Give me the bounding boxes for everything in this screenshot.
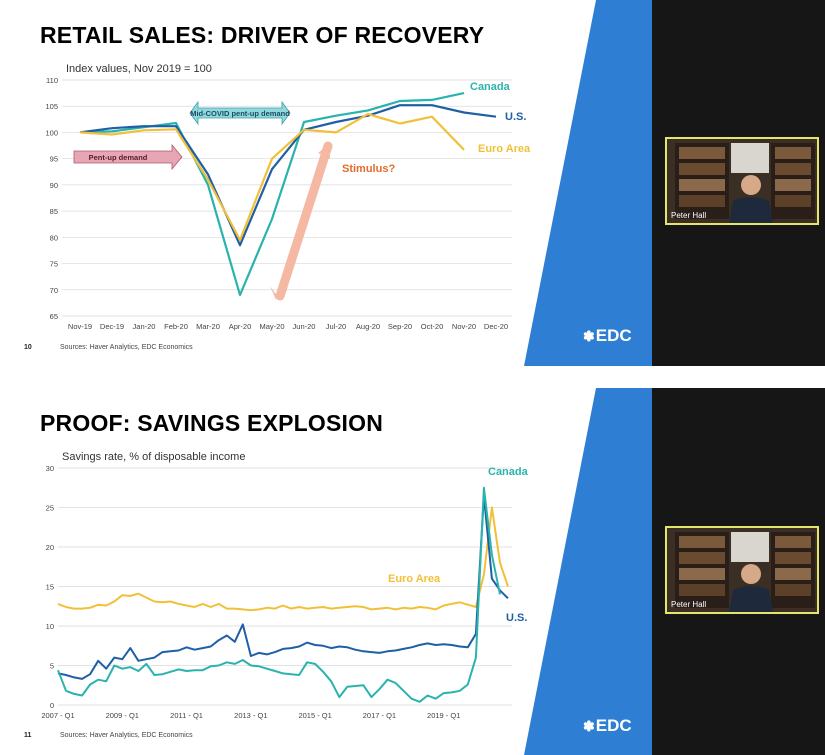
maple-leaf-icon: ✽ <box>583 328 595 344</box>
x-tick-label: Dec-19 <box>100 322 124 331</box>
x-tick-label: Aug-20 <box>356 322 380 331</box>
y-tick-label: 15 <box>46 583 54 592</box>
series-label-canada: Canada <box>488 466 529 478</box>
y-tick-label: 65 <box>50 312 58 321</box>
series-label-u-s: U.S. <box>505 111 526 123</box>
chart-subtitle: Index values, Nov 2019 = 100 <box>66 63 212 75</box>
y-tick-label: 25 <box>46 504 54 513</box>
webcam-bookshelf-image <box>667 528 817 612</box>
maple-leaf-icon: ✽ <box>583 718 595 734</box>
slide-retail-sales: RETAIL SALES: DRIVER OF RECOVERY Index v… <box>0 0 825 366</box>
x-tick-label: Nov-19 <box>68 322 92 331</box>
x-tick-label: 2011 - Q1 <box>170 711 203 720</box>
series-line-u-s <box>57 494 509 680</box>
y-tick-label: 0 <box>50 701 54 710</box>
y-tick-label: 110 <box>46 76 58 85</box>
webcam-video-tile[interactable]: Peter Hall <box>665 526 819 614</box>
x-tick-label: Jan-20 <box>133 322 156 331</box>
series-line-euro-area <box>57 506 509 612</box>
y-tick-label: 95 <box>50 155 58 164</box>
series-label-canada: Canada <box>470 81 511 93</box>
x-tick-label: Jul-20 <box>326 322 346 331</box>
series-line-euro-area <box>79 113 465 242</box>
x-tick-label: 2013 - Q1 <box>234 711 267 720</box>
y-tick-label: 100 <box>45 128 58 137</box>
slide-title: PROOF: SAVINGS EXPLOSION <box>40 410 384 436</box>
y-tick-label: 30 <box>46 464 54 473</box>
x-tick-label: 2019 - Q1 <box>427 711 460 720</box>
series-line-canada <box>79 92 465 297</box>
source-note: Sources: Haver Analytics, EDC Economics <box>60 732 193 739</box>
page-number: 11 <box>24 732 32 739</box>
webcam-video-tile[interactable]: Peter Hall <box>665 137 819 225</box>
y-tick-label: 80 <box>50 233 58 242</box>
y-tick-label: 75 <box>50 260 58 269</box>
webcam-participant-name: Peter Hall <box>671 600 707 609</box>
source-note: Sources: Haver Analytics, EDC Economics <box>60 344 193 351</box>
series-line-u-s <box>79 104 497 247</box>
pent-up-label: Pent-up demand <box>89 153 148 162</box>
savings-rate-chart: Savings rate, % of disposable income 0 5 10… <box>41 451 529 720</box>
retail-sales-chart: Index values, Nov 2019 = 100 65 70 75 80 85 90… <box>45 63 531 331</box>
y-tick-label: 90 <box>50 181 58 190</box>
x-tick-label: Dec-20 <box>484 322 508 331</box>
webcam-bookshelf-image <box>667 139 817 223</box>
x-tick-label: Jun-20 <box>293 322 316 331</box>
x-tick-label: 2009 - Q1 <box>106 711 139 720</box>
edc-logo-text: EDC <box>595 716 632 735</box>
page-number: 10 <box>24 344 32 351</box>
blue-accent-band <box>524 0 652 366</box>
edc-logo: ✽EDC <box>583 716 632 736</box>
x-tick-label: Apr-20 <box>229 322 252 331</box>
blue-accent-band <box>524 388 652 755</box>
series-label-u-s: U.S. <box>506 612 527 624</box>
y-tick-label: 70 <box>50 286 58 295</box>
x-tick-label: 2017 - Q1 <box>363 711 396 720</box>
x-tick-label: Oct-20 <box>421 322 444 331</box>
edc-logo: ✽EDC <box>583 326 632 346</box>
mid-covid-label: Mid-COVID pent-up demand <box>190 109 290 118</box>
x-tick-label: Feb-20 <box>164 322 188 331</box>
slide-savings: PROOF: SAVINGS EXPLOSION Savings rate, %… <box>0 388 825 755</box>
y-tick-label: 5 <box>50 662 54 671</box>
series-line-canada <box>57 486 501 703</box>
mid-covid-arrow <box>189 100 291 126</box>
x-tick-label: Nov-20 <box>452 322 476 331</box>
y-tick-label: 10 <box>46 622 54 631</box>
series-label-euro-area: Euro Area <box>478 143 531 155</box>
x-tick-label: 2007 - Q1 <box>41 711 74 720</box>
series-label-euro-area: Euro Area <box>388 573 441 585</box>
y-tick-label: 105 <box>45 102 58 111</box>
chart-subtitle: Savings rate, % of disposable income <box>62 451 245 463</box>
pent-up-arrow <box>73 143 183 171</box>
stimulus-arrow-shaft <box>275 141 333 301</box>
edc-logo-text: EDC <box>595 326 632 345</box>
x-tick-label: May-20 <box>259 322 284 331</box>
x-tick-label: Mar-20 <box>196 322 220 331</box>
slide-separator <box>0 366 825 388</box>
x-tick-label: 2015 - Q1 <box>298 711 331 720</box>
slide-title: RETAIL SALES: DRIVER OF RECOVERY <box>40 22 485 48</box>
y-tick-label: 20 <box>46 543 54 552</box>
x-tick-label: Sep-20 <box>388 322 412 331</box>
webcam-participant-name: Peter Hall <box>671 211 707 220</box>
y-tick-label: 85 <box>50 207 58 216</box>
stimulus-label: Stimulus? <box>342 163 395 175</box>
